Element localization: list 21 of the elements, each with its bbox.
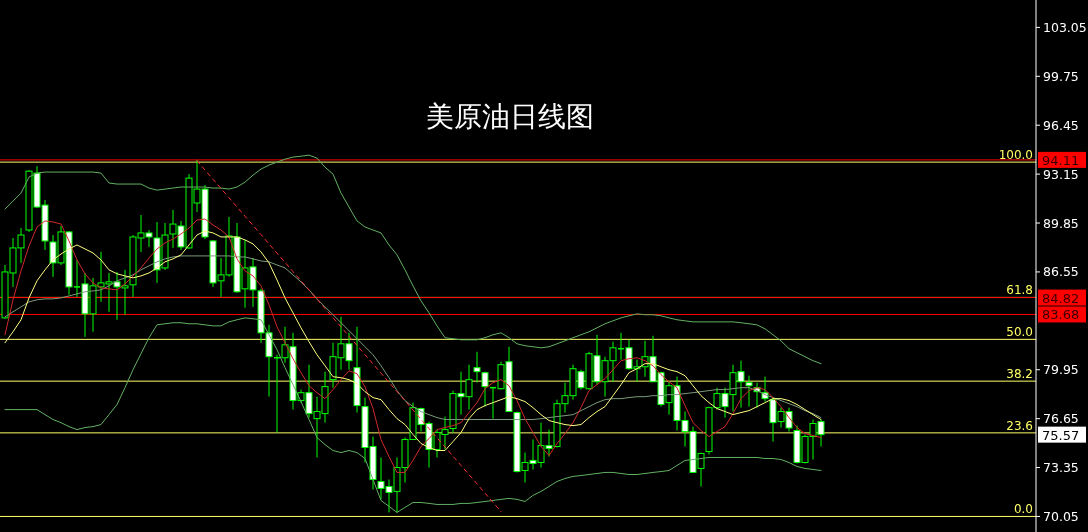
text: 美原油日线图 <box>426 100 594 133</box>
ref-line-label: 83.68 <box>1042 307 1080 323</box>
annotation: 50.0 <box>1006 325 1033 340</box>
y-tick-label: 79.95 <box>1043 362 1079 378</box>
y-tick-label: 93.15 <box>1043 166 1079 182</box>
annotation: 0.0 <box>1013 502 1033 517</box>
ref-line-label: 84.82 <box>1042 290 1080 306</box>
annotation: 23.6 <box>1006 418 1033 433</box>
y-tick-label: 89.85 <box>1043 215 1079 231</box>
y-tick-label: 99.75 <box>1043 68 1079 84</box>
y-tick-label: 70.05 <box>1043 508 1079 524</box>
annotation: 38.2 <box>1006 367 1033 382</box>
annotation: 100.0 <box>998 148 1033 163</box>
text: 75.57 <box>1042 427 1080 443</box>
y-tick-label: 73.35 <box>1043 460 1079 476</box>
y-tick-label: 76.65 <box>1043 411 1079 427</box>
annotation: 61.8 <box>1006 283 1033 298</box>
y-tick-label: 86.55 <box>1043 264 1079 280</box>
y-tick-label: 103.05 <box>1043 19 1087 35</box>
y-tick-label: 96.45 <box>1043 117 1079 133</box>
ref-line-label: 94.11 <box>1042 152 1080 168</box>
